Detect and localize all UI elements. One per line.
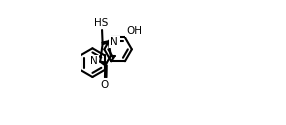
Text: OH: OH (126, 26, 142, 36)
Text: N: N (110, 37, 118, 47)
Text: O: O (101, 80, 109, 90)
Text: HS: HS (94, 18, 109, 28)
Text: N: N (90, 56, 98, 66)
